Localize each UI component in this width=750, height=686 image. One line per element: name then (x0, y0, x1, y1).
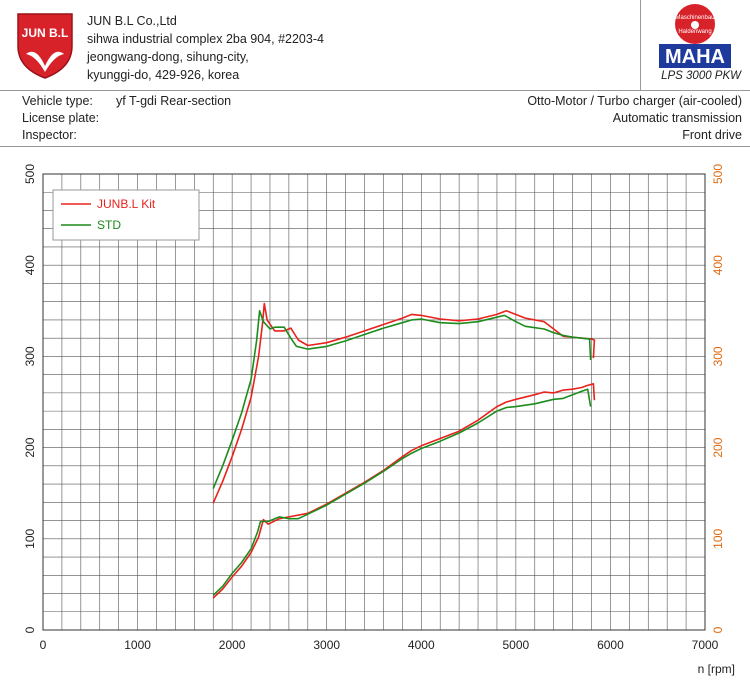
x-tick-label: 7000 (692, 638, 719, 652)
y-right-tick-label: 400 (711, 255, 725, 275)
badge-top-text: Maschinenbau (675, 15, 714, 21)
report-header: JUN B.L JUN B.L Co.,Ltd sihwa industrial… (0, 0, 750, 91)
drive-type: Front drive (682, 128, 742, 142)
maha-logo-icon: Maschinenbau Haldenwang MAHA (659, 4, 731, 68)
y-right-tick-label: 100 (711, 528, 725, 548)
y-left-tick-label: 500 (23, 164, 37, 184)
y-left-tick-label: 200 (23, 437, 37, 457)
license-plate-label: License plate: (22, 111, 100, 125)
maha-brand: Maschinenbau Haldenwang MAHA LPS 3000 PK… (640, 0, 750, 90)
address-line: jeongwang-dong, sihung-city, (87, 50, 249, 64)
shield-logo-icon: JUN B.L (17, 13, 73, 79)
vehicle-type-value: yf T-gdi Rear-section (116, 94, 232, 108)
series-line-lower-std (212, 388, 592, 596)
legend-box (52, 189, 200, 241)
vehicle-type-label: Vehicle type: (22, 94, 93, 108)
series-line-lower-junb-l-kit (212, 383, 596, 599)
y-left-tick-label: 300 (23, 346, 37, 366)
legend-label: STD (97, 218, 121, 232)
y-right-tick-label: 200 (711, 437, 725, 457)
inspector-label: Inspector: (22, 128, 77, 142)
legend-label: JUNB.L Kit (97, 197, 156, 211)
x-tick-label: 2000 (219, 638, 246, 652)
company-name: JUN B.L Co.,Ltd (87, 14, 177, 28)
brand-name: MAHA (665, 46, 725, 68)
y-left-tick-label: 400 (23, 255, 37, 275)
plot-frame (42, 173, 706, 631)
y-left-tick-label: 0 (23, 626, 37, 633)
series-line-upper-std (212, 310, 592, 489)
transmission-type: Automatic transmission (612, 111, 742, 125)
x-tick-label: 4000 (408, 638, 435, 652)
x-tick-label: 1000 (124, 638, 151, 652)
logo-text: JUN B.L (22, 26, 69, 40)
address-line: kyunggi-do, 429-926, korea (87, 68, 240, 82)
y-right-tick-label: 500 (711, 164, 725, 184)
y-right-tick-label: 0 (711, 626, 725, 633)
company-logo: JUN B.L (14, 10, 76, 80)
x-tick-label: 6000 (597, 638, 624, 652)
badge-bottom-text: Haldenwang (678, 29, 711, 35)
x-tick-label: 3000 (313, 638, 340, 652)
engine-type: Otto-Motor / Turbo charger (air-cooled) (527, 94, 742, 108)
vehicle-info: Vehicle type: yf T-gdi Rear-section Lice… (0, 90, 750, 147)
company-address: JUN B.L Co.,Ltd sihwa industrial complex… (87, 12, 324, 84)
address-line: sihwa industrial complex 2ba 904, #2203-… (87, 32, 324, 46)
y-left-tick-label: 100 (23, 528, 37, 548)
x-tick-label: 5000 (503, 638, 530, 652)
series-line-upper-junb-l-kit (212, 302, 596, 504)
brand-model: LPS 3000 PKW (661, 70, 741, 82)
y-right-tick-label: 300 (711, 346, 725, 366)
x-axis-label: n [rpm] (698, 662, 735, 676)
x-tick-label: 0 (40, 638, 47, 652)
